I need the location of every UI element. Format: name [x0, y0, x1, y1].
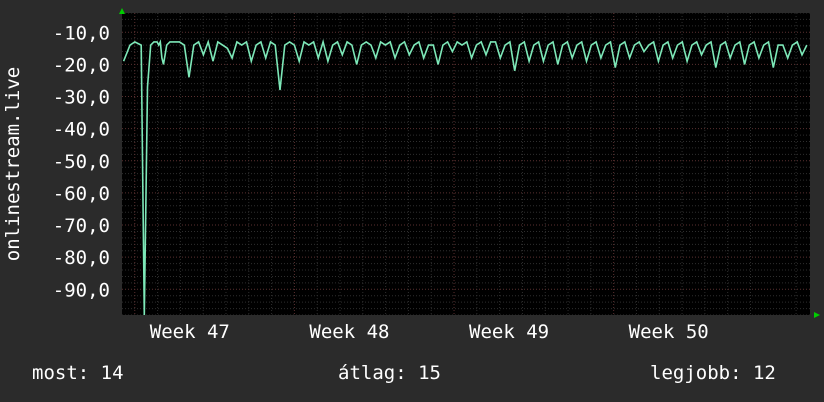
x-tick-label: Week 47 — [150, 321, 230, 343]
series-line — [122, 38, 808, 316]
x-axis-arrow-icon — [814, 312, 820, 318]
y-tick-label: -70,0 — [53, 215, 110, 237]
y-axis-arrow-icon — [119, 8, 125, 14]
y-tick-label: -10,0 — [53, 22, 110, 44]
y-tick-label: -60,0 — [53, 183, 110, 205]
y-tick-label: -90,0 — [53, 279, 110, 301]
y-axis-ticks: -10,0 -20,0 -30,0 -40,0 -50,0 -60,0 -70,0 -80,0… — [53, 22, 110, 301]
major-grid — [122, 13, 810, 315]
x-tick-label: Week 49 — [469, 321, 549, 343]
x-tick-label: Week 50 — [629, 321, 709, 343]
y-tick-label: -40,0 — [53, 119, 110, 141]
x-axis-ticks: Week 47 Week 48 Week 49 Week 50 — [150, 321, 709, 343]
y-tick-label: -80,0 — [53, 247, 110, 269]
plot-area — [122, 13, 810, 315]
stat-average: átlag: 15 — [338, 362, 441, 384]
y-tick-label: -50,0 — [53, 151, 110, 173]
y-axis-title: onlinestream.live — [2, 67, 24, 261]
x-tick-label: Week 48 — [309, 321, 389, 343]
y-tick-label: -20,0 — [53, 54, 110, 76]
stat-current: most: 14 — [32, 362, 124, 384]
y-tick-label: -30,0 — [53, 87, 110, 109]
stat-best: legjobb: 12 — [650, 362, 776, 384]
